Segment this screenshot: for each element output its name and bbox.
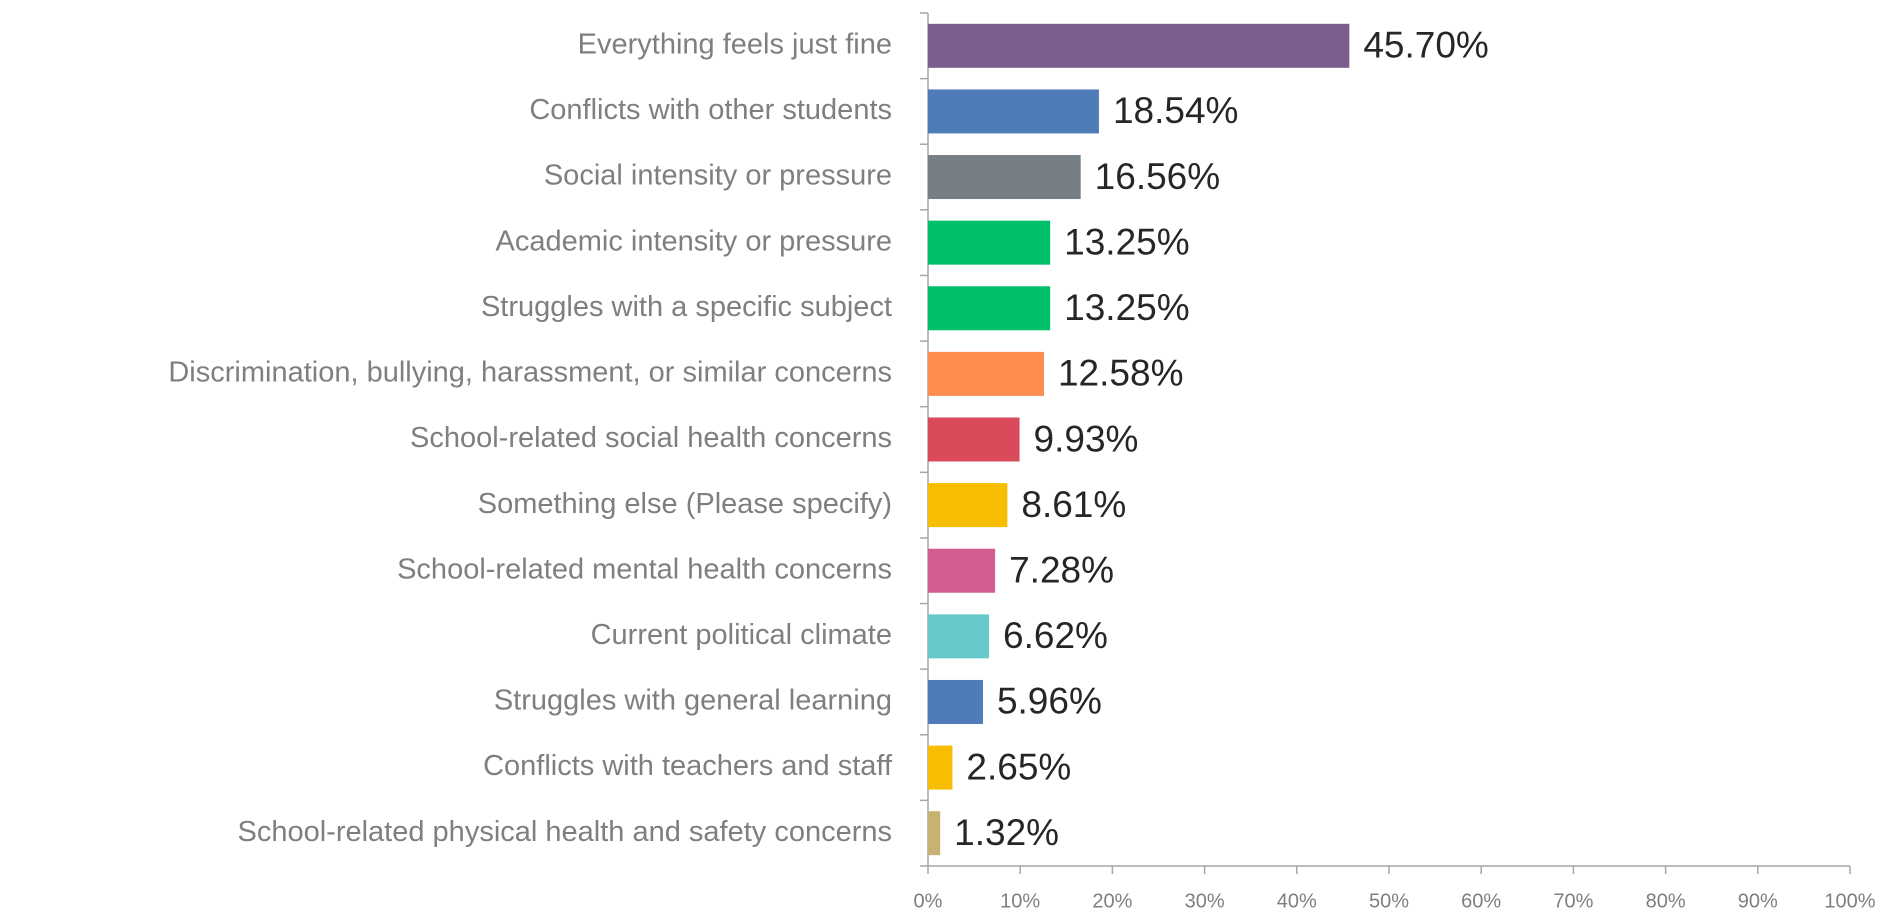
bar xyxy=(928,614,990,659)
bar xyxy=(928,417,1020,462)
bar xyxy=(928,811,941,856)
data-label: 5.96% xyxy=(997,681,1102,722)
bar xyxy=(928,220,1051,265)
x-tick-label: 100% xyxy=(1824,890,1875,912)
data-label: 8.61% xyxy=(1021,484,1126,525)
x-tick-label: 70% xyxy=(1553,890,1593,912)
category-label: Everything feels just fine xyxy=(578,28,892,60)
x-tick-label: 60% xyxy=(1461,890,1501,912)
category-label: Discrimination, bullying, harassment, or… xyxy=(168,357,892,389)
category-label: Struggles with general learning xyxy=(494,685,892,717)
data-label: 18.54% xyxy=(1113,90,1239,131)
x-tick-label: 30% xyxy=(1185,890,1225,912)
category-label: Academic intensity or pressure xyxy=(496,225,893,257)
bar xyxy=(928,548,996,593)
bar xyxy=(928,679,983,724)
category-label: School-related mental health concerns xyxy=(397,553,892,585)
category-label: Struggles with a specific subject xyxy=(481,291,892,323)
category-label: Conflicts with teachers and staff xyxy=(483,750,893,782)
data-label: 12.58% xyxy=(1058,353,1184,394)
bar xyxy=(928,23,1350,68)
data-label: 13.25% xyxy=(1064,287,1190,328)
x-tick-label: 90% xyxy=(1738,890,1778,912)
x-tick-label: 80% xyxy=(1646,890,1686,912)
bar xyxy=(928,89,1099,134)
x-tick-label: 0% xyxy=(914,890,943,912)
x-tick-label: 50% xyxy=(1369,890,1409,912)
data-label: 16.56% xyxy=(1095,156,1221,197)
data-label: 6.62% xyxy=(1003,615,1108,656)
data-label: 13.25% xyxy=(1064,221,1190,262)
bar xyxy=(928,745,953,790)
data-label: 7.28% xyxy=(1009,550,1114,591)
data-label: 1.32% xyxy=(954,812,1059,853)
category-label: School-related physical health and safet… xyxy=(238,816,893,848)
bar xyxy=(928,483,1008,528)
bar xyxy=(928,286,1051,331)
data-label: 45.70% xyxy=(1363,25,1489,66)
category-label: Conflicts with other students xyxy=(529,94,892,126)
data-label: 2.65% xyxy=(966,746,1071,787)
category-label: School-related social health concerns xyxy=(410,422,892,454)
x-tick-label: 40% xyxy=(1277,890,1317,912)
category-label: Social intensity or pressure xyxy=(544,160,892,192)
bar xyxy=(928,155,1081,200)
x-tick-label: 20% xyxy=(1092,890,1132,912)
data-label: 9.93% xyxy=(1034,418,1139,459)
bar xyxy=(928,351,1044,396)
x-tick-label: 10% xyxy=(1000,890,1040,912)
category-label: Something else (Please specify) xyxy=(478,488,892,520)
category-label: Current political climate xyxy=(591,619,892,651)
